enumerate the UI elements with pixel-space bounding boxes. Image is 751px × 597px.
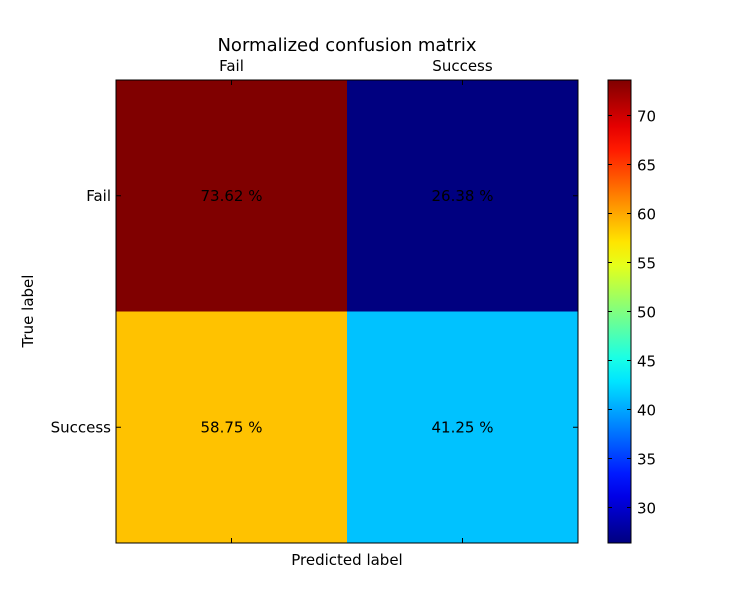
- x-tick-label: Success: [432, 57, 493, 75]
- colorbar-tick-label: 50: [637, 304, 656, 322]
- y-axis-ticks: Fail Success: [51, 187, 578, 436]
- colorbar-tick-label: 35: [637, 451, 656, 469]
- cell-label-0-0: 73.62 %: [201, 187, 263, 205]
- heatmap-cell-0-1: [347, 80, 579, 312]
- cell-label-1-0: 58.75 %: [201, 418, 263, 436]
- colorbar-tick-label: 45: [637, 353, 656, 371]
- x-axis-label: Predicted label: [291, 551, 402, 569]
- colorbar-tick-label: 70: [637, 107, 656, 125]
- heatmap-cells: [116, 80, 579, 544]
- x-tick-label: Fail: [219, 57, 244, 75]
- y-axis-label: True label: [19, 275, 37, 349]
- colorbar: 30 35 40 45 50 55 60 65 70: [607, 79, 656, 544]
- colorbar-tick-label: 55: [637, 254, 656, 272]
- y-tick-label: Fail: [86, 187, 111, 205]
- plot-frame: [115, 79, 579, 544]
- heatmap-cell-0-0: [116, 80, 348, 312]
- chart-title: Normalized confusion matrix: [217, 35, 476, 56]
- cell-label-1-1: 41.25 %: [432, 418, 494, 436]
- y-tick-label: Success: [51, 418, 112, 436]
- heatmap-cell-1-1: [347, 311, 579, 544]
- colorbar-gradient: [608, 80, 631, 543]
- colorbar-tick-label: 65: [637, 156, 656, 174]
- x-axis-ticks: Fail Success: [219, 57, 493, 543]
- colorbar-tick-label: 60: [637, 205, 656, 223]
- colorbar-tick-label: 40: [637, 402, 656, 420]
- cell-value-labels: 73.62 % 26.38 % 58.75 % 41.25 %: [201, 187, 494, 437]
- cell-label-0-1: 26.38 %: [432, 187, 494, 205]
- heatmap-cell-1-0: [116, 311, 348, 544]
- colorbar-tick-label: 30: [637, 500, 656, 518]
